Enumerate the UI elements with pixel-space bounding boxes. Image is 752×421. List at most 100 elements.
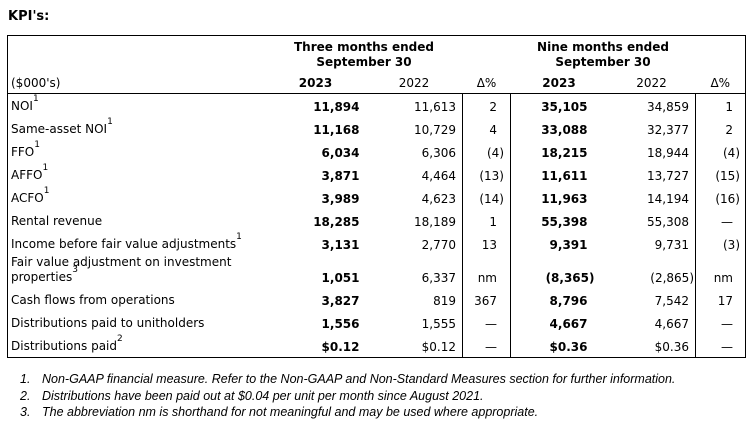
value-delta-three-months: (13) [462,163,511,186]
value-delta-nine-months: — [695,334,746,358]
value-2022-nine-months: 18,944 [647,146,689,160]
footnote-reference: 1 [42,163,49,173]
page-title: KPI's: [8,9,50,24]
table-row: AFFO1 3,871 4,464 (13) 11,611 13,727 (15… [8,163,746,186]
unit-label: ($000's) [7,70,266,94]
value-2022-three-months: 4,623 [421,192,456,206]
row-label: Cash flows from operations [11,293,175,307]
value-delta-three-months: (14) [462,186,511,209]
footnote-reference: 2 [117,334,123,344]
value-2023-three-months: 3,871 [321,169,360,183]
table-row: Distributions paid2 $0.12 $0.12 — $0.36 … [8,334,746,358]
row-label: FFO1 [11,140,40,160]
value-delta-three-months: 367 [462,288,511,311]
value-2022-nine-months: (2,865) [650,271,694,285]
value-delta-three-months: 2 [462,93,511,117]
value-2022-three-months: 1,555 [421,317,456,331]
table-row: Distributions paid to unitholders 1,556 … [8,311,746,334]
value-2022-nine-months: 34,859 [647,100,689,114]
value-delta-nine-months: 17 [695,288,746,311]
column-header-row: ($000's) 2023 2022 Δ% 2023 2022 Δ% [7,70,746,94]
value-2023-three-months: 6,034 [321,146,360,160]
value-delta-three-months: nm [462,255,511,288]
table-row: Fair value adjustment on investment prope… [8,255,746,288]
footnote-number: 3. [20,405,31,419]
value-2023-nine-months: 33,088 [541,123,588,137]
table-row: Income before fair value adjustments1 3,… [8,232,746,255]
col-header-delta-three-months: Δ% [462,70,511,94]
value-2023-three-months: 1,556 [321,317,360,331]
value-delta-three-months: 1 [462,209,511,232]
value-2022-three-months: 11,613 [414,100,456,114]
value-2023-three-months: 3,131 [321,238,360,252]
value-delta-nine-months: (16) [695,186,746,209]
group-header-line1: Nine months ended [537,40,669,54]
footnotes: 1. Non-GAAP financial measure. Refer to … [20,371,752,421]
value-2022-nine-months: 4,667 [654,317,689,331]
col-header-2023-nine-months: 2023 [510,70,608,94]
value-delta-nine-months: (3) [695,232,746,255]
row-label: ACFO1 [11,186,50,206]
table-row: FFO1 6,034 6,306 (4) 18,215 18,944 (4) [8,140,746,163]
row-label: Income before fair value adjustments1 [11,232,242,252]
footnote-text: The abbreviation nm is shorthand for not… [42,405,539,419]
footnote-reference: 1 [32,94,39,104]
group-header-row: Three months ended September 30 Nine mon… [8,36,746,71]
row-label: Distributions paid2 [11,334,123,354]
table-row: Rental revenue 18,285 18,189 1 55,398 55… [8,209,746,232]
group-header-line2: September 30 [316,55,412,69]
col-header-2023-three-months: 2023 [265,70,366,94]
value-2023-three-months: 1,051 [321,271,360,285]
value-2022-nine-months: 14,194 [647,192,689,206]
value-2023-three-months: 11,168 [313,123,360,137]
value-2023-nine-months: 11,611 [541,169,588,183]
value-2023-nine-months: 55,398 [541,215,588,229]
value-delta-nine-months: 1 [695,93,746,117]
value-2023-nine-months: $0.36 [549,340,588,354]
table-row: Cash flows from operations 3,827 819 367… [8,288,746,311]
value-2023-three-months: 3,827 [321,294,360,308]
group-header-line1: Three months ended [294,40,434,54]
footnote-item: 2. Distributions have been paid out at $… [20,388,752,405]
row-label: Fair value adjustment on investment prope… [11,255,232,284]
value-2022-nine-months: $0.36 [654,340,689,354]
footnote-reference: 1 [236,232,242,242]
group-header-three-months: Three months ended September 30 [266,36,463,71]
footnote-item: 3. The abbreviation nm is shorthand for … [20,404,752,421]
group-header-spacer [8,36,266,71]
value-delta-three-months: 13 [462,232,511,255]
value-delta-three-months: — [462,311,511,334]
value-2023-nine-months: 9,391 [549,238,588,252]
footnote-reference: 1 [107,117,113,127]
value-2022-nine-months: 7,542 [654,294,689,308]
group-header-spacer [696,36,746,71]
value-2023-nine-months: 4,667 [549,317,588,331]
footnote-text: Distributions have been paid out at $0.0… [42,388,484,403]
table-row: ACFO1 3,989 4,623 (14) 11,963 14,194 (16… [8,186,746,209]
value-2022-three-months: 10,729 [414,123,456,137]
value-delta-three-months: 4 [462,117,511,140]
col-header-2022-nine-months: 2022 [607,70,696,94]
value-2022-nine-months: 13,727 [647,169,689,183]
table-row: Same-asset NOI1 11,168 10,729 4 33,088 3… [8,117,746,140]
col-header-2022-three-months: 2022 [365,70,463,94]
row-label: AFFO1 [11,163,49,183]
value-2022-three-months: 2,770 [421,238,456,252]
footnote-number: 1. [20,372,31,386]
value-2023-nine-months: 35,105 [541,100,588,114]
col-header-delta-nine-months: Δ% [695,70,746,94]
footnote-reference: 1 [43,186,50,196]
footnote-number: 2. [20,388,31,403]
value-delta-three-months: (4) [462,140,511,163]
group-header-line2: September 30 [555,55,651,69]
value-2023-three-months: $0.12 [321,340,360,354]
value-delta-nine-months: nm [695,255,746,288]
value-2023-nine-months: (8,365) [545,271,595,285]
table-body: NOI1 11,894 11,613 2 35,105 34,859 1 Sam… [8,93,746,358]
value-2023-three-months: 3,989 [321,192,360,206]
value-delta-nine-months: — [695,209,746,232]
value-2022-three-months: $0.12 [421,340,456,354]
value-2022-three-months: 6,337 [421,271,456,285]
value-delta-nine-months: (15) [695,163,746,186]
value-2022-three-months: 4,464 [421,169,456,183]
